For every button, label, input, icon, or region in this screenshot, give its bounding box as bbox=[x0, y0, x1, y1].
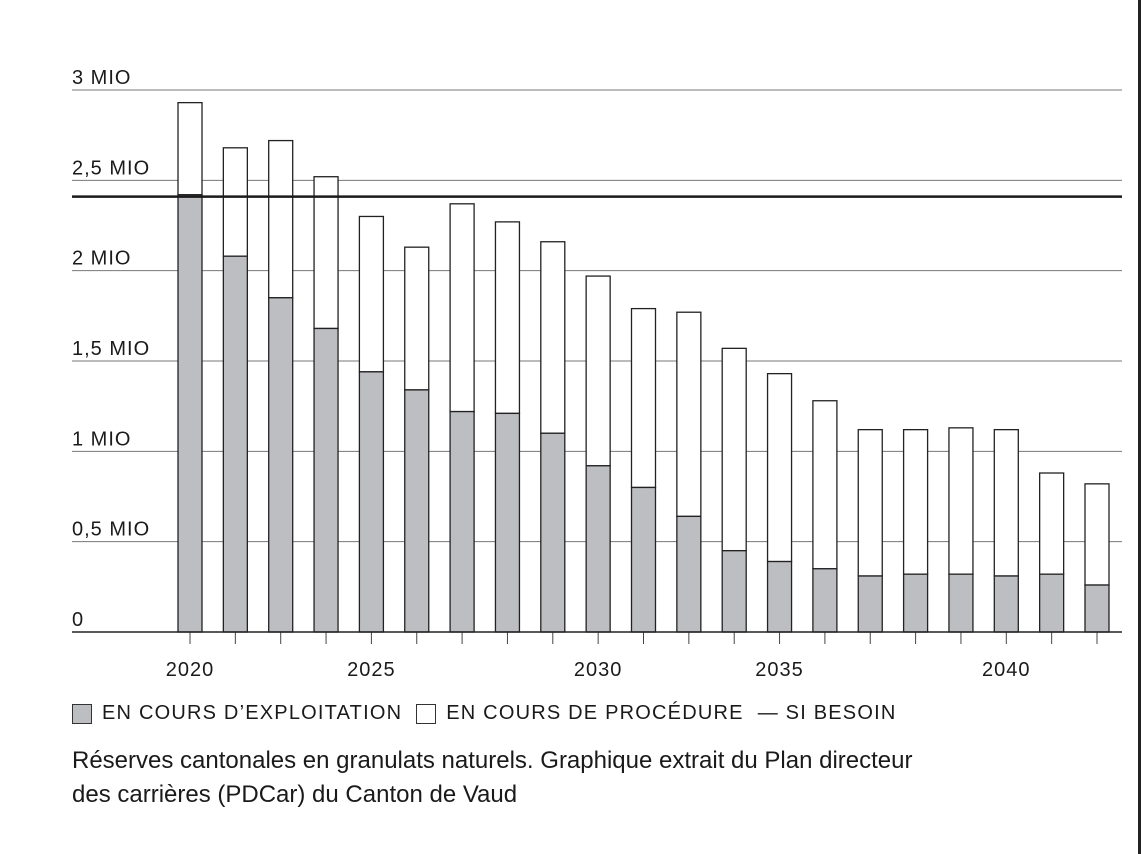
bar-exploitation bbox=[404, 389, 430, 633]
bar-procedure bbox=[948, 427, 974, 575]
caption-line-2: des carrières (PDCar) du Canton de Vaud bbox=[72, 781, 518, 808]
bar-procedure bbox=[1039, 472, 1065, 575]
y-tick-label: 0 bbox=[72, 609, 84, 631]
caption-line-1: Réserves cantonales en granulats naturel… bbox=[72, 747, 913, 774]
y-tick-label: 3 MIO bbox=[72, 67, 131, 89]
bar-procedure bbox=[540, 241, 566, 434]
bar-procedure bbox=[857, 428, 883, 577]
legend-item-besoin: — SI BESOIN bbox=[758, 702, 897, 725]
bar-exploitation bbox=[721, 550, 747, 633]
x-tick-label: 2035 bbox=[755, 659, 804, 681]
bar-procedure bbox=[222, 147, 249, 257]
bar-exploitation bbox=[812, 568, 838, 633]
bar-procedure bbox=[404, 246, 430, 391]
bar-procedure bbox=[494, 221, 521, 415]
right-border bbox=[1138, 0, 1141, 854]
bar-procedure bbox=[268, 139, 294, 299]
legend-swatch-white bbox=[416, 703, 437, 724]
y-tick-label: 2,5 MIO bbox=[72, 157, 150, 179]
bar-exploitation bbox=[902, 573, 929, 633]
bar-exploitation bbox=[540, 432, 566, 633]
legend-swatch-grey bbox=[72, 703, 92, 724]
x-tick-label: 2030 bbox=[574, 659, 623, 681]
bar-exploitation bbox=[766, 560, 793, 633]
bar-exploitation bbox=[857, 575, 883, 633]
x-tick-label: 2025 bbox=[347, 659, 396, 681]
legend-item-procedure: EN COURS DE PROCÉDURE bbox=[416, 702, 743, 725]
bar-procedure bbox=[585, 275, 611, 467]
bar-procedure bbox=[177, 101, 203, 196]
bar-exploitation bbox=[993, 575, 1019, 633]
bar-exploitation bbox=[1039, 573, 1065, 633]
y-tick-label: 2 MIO bbox=[72, 248, 131, 270]
bar-procedure bbox=[766, 372, 793, 563]
bar-procedure bbox=[630, 307, 657, 489]
bar-procedure bbox=[449, 203, 475, 413]
bar-procedure bbox=[313, 176, 339, 330]
y-tick-label: 1,5 MIO bbox=[72, 338, 150, 360]
legend-label-procedure: EN COURS DE PROCÉDURE bbox=[446, 702, 744, 724]
bar-exploitation bbox=[948, 573, 974, 633]
figure-caption: Réserves cantonales en granulats naturel… bbox=[72, 744, 1132, 812]
bar-exploitation bbox=[449, 410, 475, 633]
y-tick-label: 0,5 MIO bbox=[72, 519, 150, 541]
bar-procedure bbox=[1084, 483, 1110, 586]
bar-exploitation bbox=[1084, 584, 1110, 633]
bar-exploitation bbox=[268, 297, 294, 633]
bar-procedure bbox=[676, 311, 702, 518]
x-tick-label: 2020 bbox=[166, 659, 215, 681]
bar-exploitation bbox=[313, 327, 339, 633]
bar-exploitation bbox=[676, 515, 702, 633]
bar-procedure bbox=[358, 215, 385, 373]
bar-exploitation bbox=[358, 371, 385, 633]
bar-exploitation bbox=[177, 194, 203, 633]
bar-exploitation bbox=[630, 486, 657, 633]
legend-item-exploitation: EN COURS D’EXPLOITATION bbox=[72, 702, 402, 725]
legend-label-besoin: — SI BESOIN bbox=[757, 702, 897, 724]
legend: EN COURS D’EXPLOITATION EN COURS DE PROC… bbox=[72, 702, 911, 725]
bar-procedure bbox=[993, 428, 1019, 577]
bar-procedure bbox=[812, 400, 838, 570]
bar-procedure bbox=[721, 347, 747, 552]
bar-exploitation bbox=[585, 465, 611, 633]
bar-procedure bbox=[902, 428, 929, 575]
legend-label-exploitation: EN COURS D’EXPLOITATION bbox=[102, 702, 403, 724]
bar-exploitation bbox=[494, 412, 521, 633]
y-tick-label: 1 MIO bbox=[72, 428, 131, 450]
stacked-bar-chart: 0 0,5 MIO 1 MIO 1,5 MIO 2 MIO 2,5 MIO 3 MIO 202… bbox=[72, 67, 1122, 681]
x-tick-label: 2040 bbox=[982, 659, 1031, 681]
bar-exploitation bbox=[222, 255, 249, 633]
